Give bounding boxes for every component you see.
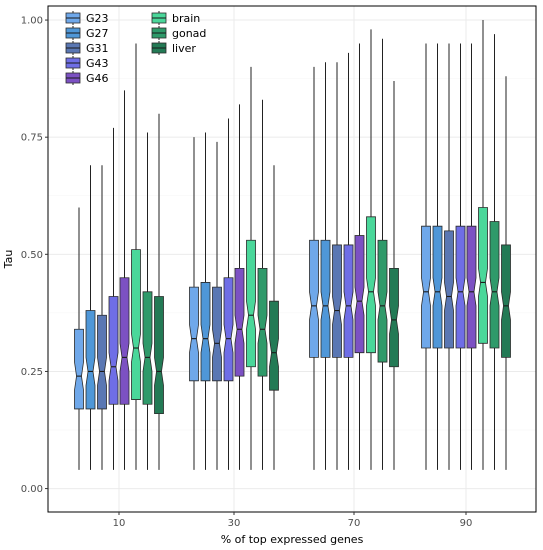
box-G23-90	[421, 43, 431, 470]
x-axis-title: % of top expressed genes	[221, 533, 364, 546]
box-body	[119, 277, 130, 405]
box-G31-70	[332, 62, 342, 470]
box-G31-30	[212, 141, 222, 470]
x-tick-label: 90	[460, 518, 473, 529]
box-G27-10	[85, 165, 96, 470]
box-G46-30	[234, 104, 245, 470]
box-body	[421, 225, 431, 349]
box-body	[108, 296, 119, 405]
y-tick-label: 0.50	[21, 250, 43, 261]
x-axis-ticks: 10 30 70 90	[113, 512, 473, 529]
box-G43-70	[343, 52, 354, 470]
box-G31-10	[97, 165, 107, 470]
legend-label: G27	[86, 27, 109, 40]
y-tick-label: 0.00	[21, 484, 43, 495]
box-liver-70	[389, 80, 399, 470]
box-G27-90	[432, 43, 443, 470]
legend-label: G46	[86, 72, 109, 85]
x-tick-label: 30	[228, 518, 241, 529]
box-body	[234, 267, 245, 377]
y-axis-ticks: 0.00 0.25 0.50 0.75 1.00	[21, 16, 48, 495]
legend-label: G31	[86, 42, 109, 55]
y-tick-label: 0.75	[21, 133, 43, 144]
box-liver-10	[154, 113, 164, 470]
box-body	[354, 235, 365, 354]
box-liver-30	[269, 165, 279, 470]
box-body	[189, 286, 199, 382]
x-tick-label: 10	[113, 518, 126, 529]
box-body	[444, 230, 454, 349]
box-body	[332, 244, 342, 358]
box-brain-90	[478, 20, 488, 470]
box-brain-70	[366, 29, 376, 470]
legend-label: G23	[86, 12, 109, 25]
legend: G23 G27 G31 G43 G46 brain gonad liver	[65, 11, 206, 85]
box-brain-10	[131, 43, 141, 470]
box-body	[74, 328, 84, 410]
box-G46-70	[354, 43, 365, 470]
box-body	[501, 244, 511, 358]
legend-label: liver	[172, 42, 196, 55]
legend-label: gonad	[172, 27, 206, 40]
box-body	[223, 277, 234, 382]
plot-panel-border	[47, 5, 537, 513]
legend-item-liver: liver	[151, 41, 196, 55]
box-body	[432, 225, 443, 349]
box-body	[343, 244, 354, 358]
x-tick-label: 70	[348, 518, 361, 529]
box-gonad-70	[377, 38, 388, 470]
legend-item-G46: G46	[65, 71, 109, 85]
box-G46-10	[119, 90, 130, 470]
box-body	[154, 296, 164, 415]
box-body	[478, 207, 488, 344]
box-body	[257, 267, 268, 377]
box-body	[97, 314, 107, 410]
box-body	[455, 225, 466, 349]
box-body	[366, 216, 376, 354]
box-body	[200, 282, 211, 382]
legend-item-G31: G31	[65, 41, 109, 55]
legend-item-brain: brain	[151, 11, 200, 25]
box-G23-10	[74, 207, 84, 470]
box-body	[246, 239, 256, 368]
y-tick-label: 0.25	[21, 367, 43, 378]
legend-item-G23: G23	[65, 11, 109, 25]
box-body	[131, 249, 141, 400]
box-body	[269, 300, 279, 391]
box-body	[466, 225, 477, 349]
box-G27-70	[320, 62, 331, 470]
box-G23-30	[189, 137, 199, 470]
legend-item-gonad: gonad	[151, 26, 206, 40]
legend-label: G43	[86, 57, 109, 70]
box-body	[309, 239, 319, 358]
box-G31-90	[444, 43, 454, 470]
box-G27-30	[200, 132, 211, 470]
box-G23-70	[309, 66, 319, 470]
box-body	[212, 286, 222, 382]
plot-boxes	[74, 20, 511, 470]
box-liver-90	[501, 76, 511, 470]
box-gonad-90	[489, 34, 500, 470]
box-gonad-30	[257, 99, 268, 470]
box-gonad-10	[142, 132, 153, 470]
box-G43-10	[108, 127, 119, 470]
box-body	[142, 291, 153, 405]
box-brain-30	[246, 66, 256, 470]
legend-item-G43: G43	[65, 56, 109, 70]
y-tick-label: 1.00	[21, 16, 43, 27]
box-body	[377, 239, 388, 363]
box-G43-90	[455, 43, 466, 470]
box-body	[489, 221, 500, 349]
box-G46-90	[466, 43, 477, 470]
box-body	[320, 239, 331, 358]
box-G43-30	[223, 118, 234, 470]
box-body	[85, 310, 96, 410]
legend-item-G27: G27	[65, 26, 109, 40]
y-axis-title: Tau	[2, 250, 15, 270]
box-body	[389, 267, 399, 368]
legend-label: brain	[172, 12, 200, 25]
